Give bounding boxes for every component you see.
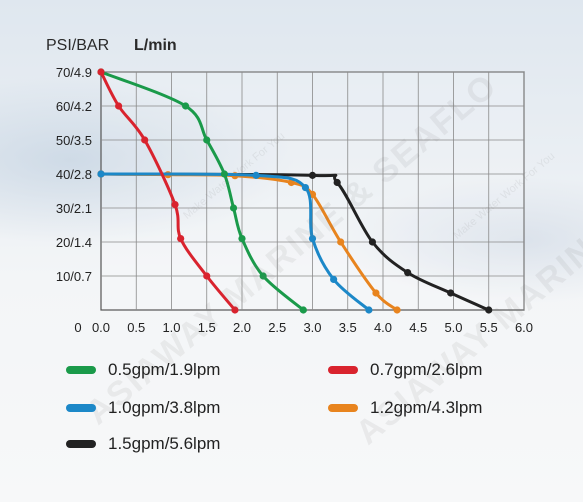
y-tick-label: 20/1.4 [56,235,92,250]
data-point [171,201,179,209]
legend-item: 1.0gpm/3.8lpm [66,394,220,422]
data-point [97,170,105,178]
y-tick-label: 30/2.1 [56,201,92,216]
data-point [252,171,260,179]
data-point [182,102,190,110]
data-point [368,238,377,246]
x-tick-label: 6.0 [515,320,533,335]
x-tick-label: 0.5 [127,320,145,335]
legend-item: 0.7gpm/2.6lpm [328,356,482,384]
y-tick-label: 70/4.9 [56,65,92,80]
data-point [330,275,338,283]
x-tick-label: 5.5 [480,320,498,335]
data-point [299,306,307,314]
data-point [115,102,123,110]
legend-item: 0.5gpm/1.9lpm [66,356,220,384]
data-point [447,289,455,297]
data-point [485,306,493,314]
legend-label: 1.0gpm/3.8lpm [108,398,221,417]
x-tick-label: 1.5 [198,320,216,335]
legend-label: 0.7gpm/2.6lpm [370,360,483,379]
data-point [229,204,238,212]
pressure-flow-chart: 0.5 1.0 1.5 2.0 2.5 3.0 3.5 4.0 4.5 5.0 5.5 6.0 10/0… [46,37,533,335]
data-point [220,170,228,178]
data-point [333,178,341,187]
legend-swatch [66,404,96,412]
legend-swatch [328,404,358,412]
x-origin-label: 0.0 [92,320,110,335]
legend-item: 1.2gpm/4.3lpm [328,394,482,422]
data-point [365,306,373,314]
y-tick-label: 10/0.7 [56,269,92,284]
x-tick-label: 2.5 [268,320,286,335]
legend-label: 1.2gpm/4.3lpm [370,398,483,417]
x-origin-label: 0 [74,320,81,335]
data-point [337,238,345,246]
data-point [238,235,246,243]
legend-swatch [66,440,96,448]
x-tick-label: 3.5 [339,320,357,335]
data-point [301,184,310,192]
x-tick-label: 2.0 [233,320,251,335]
x-tick-label: 4.0 [374,320,392,335]
data-point [259,272,267,280]
data-point [231,306,239,314]
x-tick-label: 4.5 [409,320,427,335]
x-tick-label: 5.0 [444,320,462,335]
data-point [141,136,149,144]
data-point [404,269,412,277]
legend-item: 1.5gpm/5.6lpm [66,430,220,458]
series-lines [97,68,493,314]
data-point [308,235,317,243]
data-point [203,272,211,280]
data-point [177,235,185,243]
x-axis-unit: L/min [134,37,177,54]
data-point [203,136,211,144]
data-point [308,171,317,179]
y-tick-label: 40/2.8 [56,167,92,182]
legend-label: 0.5gpm/1.9lpm [108,360,221,379]
data-point [372,289,380,297]
y-tick-label: 50/3.5 [56,133,92,148]
legend-swatch [328,366,358,374]
data-point [393,306,401,314]
tick-labels: 0.5 1.0 1.5 2.0 2.5 3.0 3.5 4.0 4.5 5.0 5.5 6.0 10/0… [56,65,533,335]
legend-label: 1.5gpm/5.6lpm [108,434,221,453]
y-axis-title: PSI/BAR [46,37,109,54]
y-tick-label: 60/4.2 [56,99,92,114]
x-tick-label: 3.0 [303,320,321,335]
legend-swatch [66,366,96,374]
x-tick-label: 1.0 [162,320,180,335]
legend: 0.5gpm/1.9lpm 0.7gpm/2.6lpm 1.0gpm/3.8lp… [60,352,560,462]
data-point [97,68,105,76]
